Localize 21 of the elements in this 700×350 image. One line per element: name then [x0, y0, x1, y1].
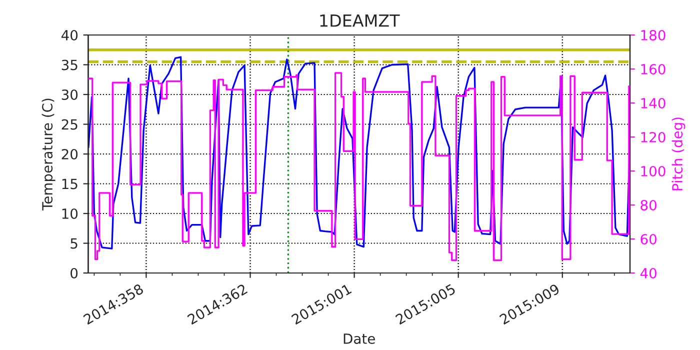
y-axis-title: Temperature (C): [42, 98, 56, 210]
y2-tick-label: 120: [641, 132, 666, 142]
chart-title: 1DEAMZT: [320, 14, 400, 27]
y2-tick-label: 160: [641, 64, 666, 74]
y2-tick-label: 100: [641, 166, 666, 176]
y2-axis-title: Pitch (deg): [672, 118, 686, 190]
y-tick-label: 10: [62, 208, 78, 219]
y-tick-label: 15: [62, 178, 78, 190]
y2-tick-label: 40: [640, 268, 656, 278]
y-tick-label: 20: [62, 148, 78, 160]
y-tick-label: 30: [62, 89, 78, 100]
y-tick-label: 35: [62, 60, 78, 70]
y-tick-label: 0: [70, 268, 78, 278]
y-tick-label: 40: [61, 30, 78, 40]
y2-tick-label: 80: [640, 200, 656, 210]
y2-tick-label: 60: [640, 234, 656, 244]
y2-tick-label: 180: [641, 30, 666, 40]
x-axis-title: Date: [344, 334, 375, 344]
y2-tick-label: 140: [641, 98, 666, 108]
y-tick-label: 25: [62, 119, 78, 130]
y-tick-label: 5: [70, 238, 78, 249]
